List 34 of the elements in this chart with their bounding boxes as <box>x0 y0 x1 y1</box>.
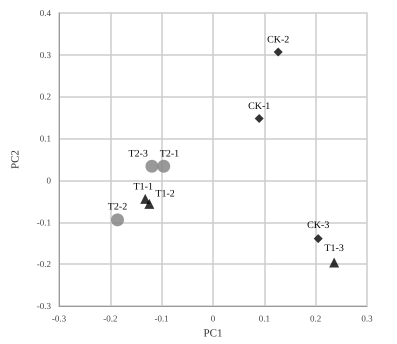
x-axis-title: PC1 <box>204 328 222 340</box>
annotation: CK-1 <box>248 101 270 112</box>
annotation: T1-2 <box>155 188 175 200</box>
y-tick-label: 0.4 <box>40 8 52 18</box>
x-tick-label: -0.2 <box>103 314 118 324</box>
y-tick-label: 0.3 <box>40 50 52 60</box>
annotation: T2-3 <box>128 148 148 160</box>
x-tick-label: 0.2 <box>310 314 322 324</box>
point <box>145 160 158 173</box>
y-tick-label: 0.1 <box>40 134 51 144</box>
point <box>274 47 283 56</box>
x-tick-label: 0 <box>210 314 216 324</box>
point <box>111 213 124 226</box>
point <box>144 198 154 209</box>
y-tick-label: 0 <box>46 175 52 186</box>
y-tick-label: -0.1 <box>36 217 51 228</box>
annotation: T2-2 <box>108 201 128 212</box>
annotation: T2-1 <box>160 148 180 160</box>
y-tick-label: -0.3 <box>36 301 52 312</box>
annotation: CK-3 <box>307 220 330 232</box>
point <box>254 114 264 124</box>
point <box>314 234 323 244</box>
point <box>329 258 340 268</box>
y-tick-label: 0.2 <box>40 92 51 102</box>
x-tick-label: 0.3 <box>361 314 374 324</box>
y-axis-title: PC2 <box>10 150 22 170</box>
annotation: T1-1 <box>134 181 153 192</box>
annotation: CK-2 <box>267 34 290 46</box>
x-tick-label: -0.3 <box>52 314 67 324</box>
x-tick-label: 0.1 <box>258 314 270 324</box>
point <box>157 160 170 173</box>
y-tick-label: -0.2 <box>36 259 51 270</box>
annotation: T1-3 <box>324 243 344 254</box>
x-tick-label: -0.1 <box>154 314 169 324</box>
